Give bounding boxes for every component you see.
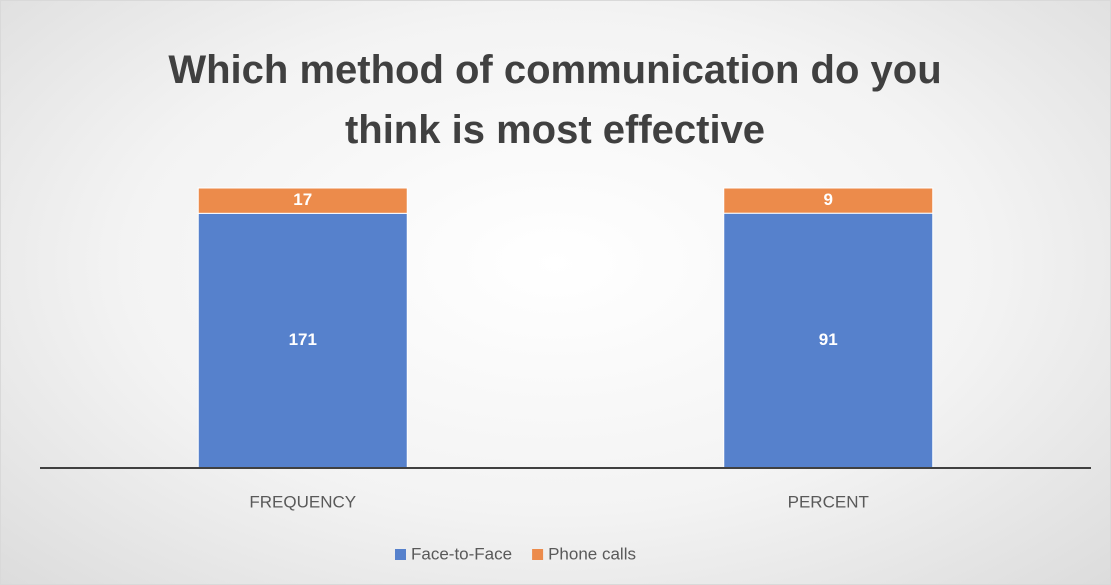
data-label: 171 — [289, 330, 317, 349]
data-label: 17 — [293, 190, 312, 209]
bar-segment — [197, 187, 408, 214]
legend-swatch — [532, 549, 544, 560]
bar-segment — [197, 212, 408, 469]
x-tick-label: PERCENT — [788, 492, 869, 511]
x-tick-label: FREQUENCY — [249, 492, 356, 511]
data-label: 91 — [819, 330, 838, 349]
chart-title: Which method of communication do you thi… — [168, 48, 942, 152]
legend-swatch — [395, 549, 406, 560]
bar-segment — [723, 212, 934, 469]
legend-label: Phone calls — [548, 544, 636, 563]
bar-segment — [723, 187, 934, 214]
legend-label: Face-to-Face — [411, 544, 512, 563]
data-label: 9 — [824, 190, 833, 209]
